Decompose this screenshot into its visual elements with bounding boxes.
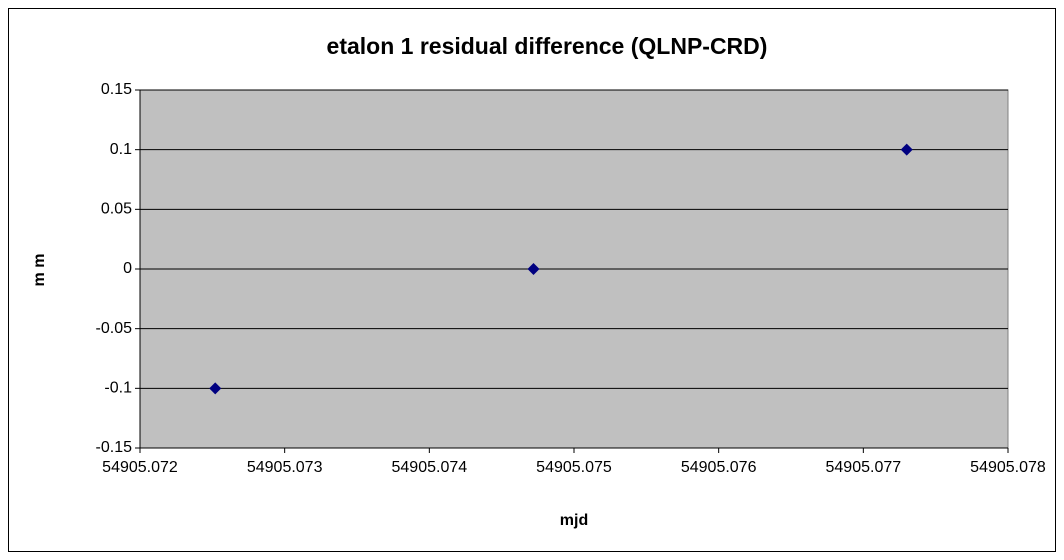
y-tick-label: 0.15 [101, 81, 132, 98]
data-point [209, 382, 222, 395]
y-tick-label: -0.15 [96, 439, 133, 456]
y-tick-label: -0.05 [96, 320, 133, 337]
y-tick-label: -0.1 [104, 380, 132, 397]
x-tick-label: 54905.073 [247, 459, 323, 476]
data-point [900, 143, 913, 156]
x-tick-label: 54905.074 [392, 459, 468, 476]
x-axis-title: mjd [560, 512, 588, 529]
x-tick-label: 54905.075 [536, 459, 612, 476]
x-tick-label: 54905.078 [970, 459, 1046, 476]
y-tick-label: 0.05 [101, 201, 132, 218]
y-axis-title: m m [31, 254, 48, 287]
chart-title: etalon 1 residual difference (QLNP-CRD) [327, 33, 768, 59]
y-tick-label: 0 [123, 260, 132, 277]
x-tick-label: 54905.072 [102, 459, 178, 476]
data-point [527, 263, 540, 275]
x-tick-label: 54905.077 [826, 459, 902, 476]
x-tick-label: 54905.076 [681, 459, 757, 476]
y-tick-label: 0.1 [110, 141, 132, 158]
